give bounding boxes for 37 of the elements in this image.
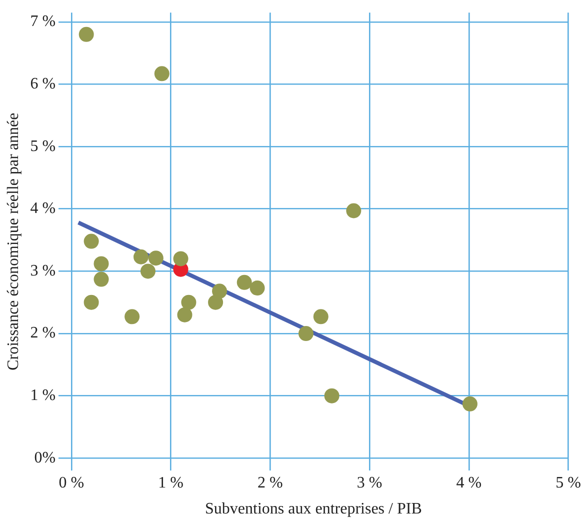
y-tick-label: 3 % [30,262,56,280]
x-tick-label: 2 % [258,474,283,492]
point [324,388,340,404]
y-tick-label: 6 % [30,75,56,92]
y-tick-label: 0% [34,449,56,466]
y-axis-title: Croissance économique réelle par année [4,112,22,370]
point [134,249,149,264]
point [346,203,362,218]
y-tick-label: 5 % [30,138,56,155]
point [148,250,164,266]
point [298,326,314,342]
point [140,264,156,279]
y-tick-label: 2 % [30,324,56,342]
point [212,284,228,299]
point [177,307,192,322]
point [250,280,265,296]
x-tick-label: 1 % [158,474,184,492]
x-tick-label: 3 % [356,474,382,492]
point [84,294,99,310]
x-tick-label: 0 % [58,474,84,492]
point [154,66,170,82]
point [94,272,109,287]
x-tick-label: 5 % [556,474,581,492]
y-tick-label: 4 % [30,200,56,218]
point [313,309,328,324]
x-axis-title: Subventions aux entreprises / PIB [204,500,422,518]
x-tick-label: 4 % [456,474,482,492]
point [78,26,94,42]
point [94,256,109,272]
y-tick-label: 1 % [30,387,56,404]
point [181,294,196,310]
point [124,309,140,324]
point [462,396,478,412]
y-tick-label: 7 % [30,13,56,30]
point [84,234,99,249]
point [173,251,188,266]
point [236,274,252,290]
